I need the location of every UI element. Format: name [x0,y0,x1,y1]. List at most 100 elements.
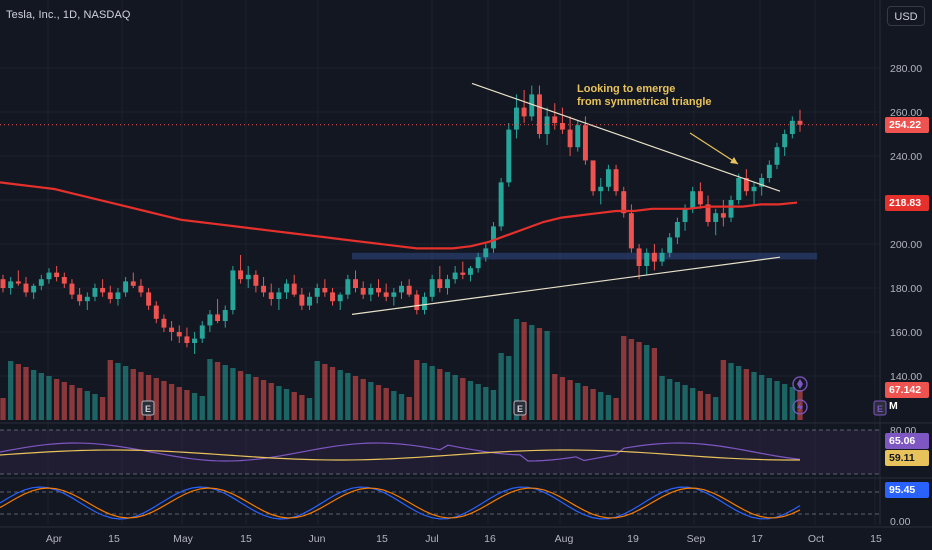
volume-bar [291,392,297,420]
candle-body [284,283,290,293]
candle-body [582,125,588,161]
candle-body [437,279,443,288]
price-tick-label: 200.00 [890,239,922,251]
candle-body [536,94,542,134]
triangle-lower-line [351,256,781,315]
volume-bar [214,362,221,420]
candle-body [636,248,642,266]
candle-body [559,123,565,130]
candle-body [222,310,228,321]
stoch-badge: 95.45 [885,482,929,498]
volume-bar [736,366,742,420]
earnings-icon-glyph: E [877,404,883,414]
candle-body [153,305,159,319]
candle-body [789,120,795,134]
rsi-badge: 65.06 [885,433,929,449]
candle-body [276,292,282,299]
volume-bar [467,381,474,420]
candle-body [337,294,343,302]
price-tick-label: 260.00 [890,107,922,119]
candle-body [429,279,435,297]
time-tick-label: Oct [808,533,824,545]
flash-icon-glyph [797,402,803,412]
candle-body [751,186,757,192]
volume-bar [552,374,558,420]
volume-bar [789,387,795,420]
volume-bar [398,394,405,420]
earnings-icon[interactable]: E [141,400,155,416]
volume-bar [483,387,489,420]
annotation-line-1: Looking to emerge [577,83,675,95]
candle-body [46,272,52,280]
volume-bar [559,377,566,420]
volume-bar [145,375,152,420]
earnings-icon[interactable]: E [513,400,527,416]
volume-bar [659,376,665,420]
earnings-icon-box [513,400,527,416]
candle-body [184,336,190,343]
price-tick-label: 160.00 [890,327,922,339]
volume-bar [69,385,75,420]
candle-body [720,213,726,218]
candle-body [621,191,627,214]
time-tick-label: 15 [240,533,252,545]
volume-bar [705,394,711,420]
earnings-icon[interactable]: E [873,400,887,416]
volume-bar [245,374,251,420]
symbol-title: Tesla, Inc., 1D, NASDAQ [6,9,131,21]
moving-average [0,181,798,250]
time-tick-label: Aug [555,533,574,545]
candle-body [31,285,37,293]
volume-bar [276,386,282,420]
candle-body [452,272,458,280]
candle-body [368,288,374,295]
candle-body [169,327,175,332]
candle-body [422,296,427,310]
candle-body [115,292,121,299]
candle-body [69,283,75,295]
trendlines [0,82,880,315]
last-price-badge: 254.22 [885,117,929,133]
currency-button[interactable]: USD [887,6,925,26]
volume-bar [92,394,98,420]
candle-body [490,226,496,249]
volume-bar [184,390,190,420]
volume-bar [414,360,420,420]
candle-body [605,169,611,187]
volume-bar [521,322,527,420]
time-tick-label: 17 [751,533,763,545]
volume-bar [674,382,681,420]
candle-body [146,292,152,306]
volume-bar [460,378,466,420]
alert-icon[interactable] [792,376,808,392]
volume-bar [452,375,458,420]
volume-bar [697,391,704,420]
candle-body [590,160,596,192]
volume-bar [751,372,757,420]
volume-bar [99,397,106,420]
volume-bar [345,373,351,420]
volume-bar [682,385,688,420]
candle-body [759,178,765,187]
volume-bar [76,388,83,420]
volume-bar [766,378,773,420]
annotation-line-2: from symmetrical triangle [577,96,712,108]
candle-body [567,129,573,148]
candle-body [598,186,604,192]
candle-body [107,292,113,299]
triangle-upper-line [471,82,781,192]
time-tick-label: 15 [108,533,120,545]
volume-bar [230,368,236,420]
candle-body [238,270,244,280]
candle-body [307,296,313,306]
volume-bar [575,383,581,420]
volume-bar [352,376,359,420]
candle-body [690,191,696,209]
volume-bar [283,389,290,420]
candle-body [345,279,351,295]
volume-bar [107,360,113,420]
candle-body [613,169,619,192]
flash-icon[interactable] [792,399,808,415]
